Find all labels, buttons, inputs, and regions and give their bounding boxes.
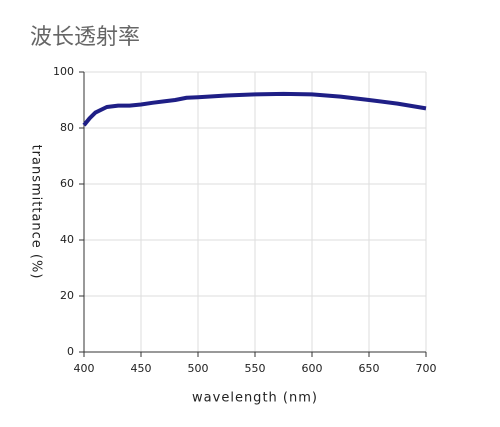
y-tick-label: 80 (60, 121, 74, 134)
x-tick-label: 500 (188, 362, 209, 375)
x-tick-label: 450 (131, 362, 152, 375)
y-axis-label: transmittance (%) (29, 145, 44, 280)
chart-title: 波长透射率 (30, 25, 140, 50)
x-tick-label: 550 (245, 362, 266, 375)
y-tick-label: 60 (60, 177, 74, 190)
x-tick-label: 600 (302, 362, 323, 375)
data-line (82, 91, 427, 127)
y-tick-label: 40 (60, 233, 74, 246)
y-tick-label: 100 (53, 65, 74, 78)
y-tick-label: 20 (60, 289, 74, 302)
x-tick-label: 400 (74, 362, 95, 375)
x-tick-label: 650 (359, 362, 380, 375)
x-axis-label: wavelength (nm) (192, 391, 318, 406)
y-tick-label: 0 (67, 345, 74, 358)
x-tick-label: 700 (416, 362, 437, 375)
